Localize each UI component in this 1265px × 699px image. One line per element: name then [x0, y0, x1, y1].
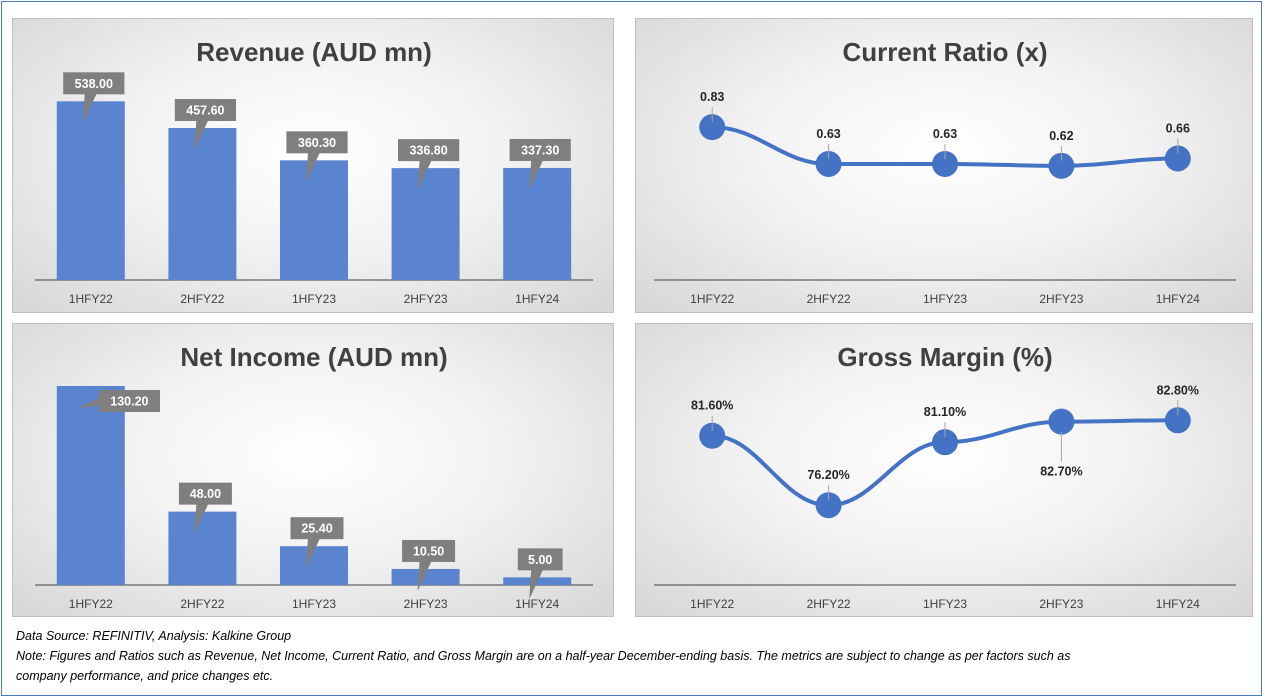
- gross-margin-point: [815, 492, 842, 519]
- data-source-text: Data Source: REFINITIV, Analysis: Kalkin…: [16, 629, 292, 643]
- net-income-label-box: [517, 548, 563, 571]
- gross-margin-point: [932, 429, 958, 456]
- note-text-line-2: company performance, and price changes e…: [16, 669, 274, 683]
- gross-margin-svg: Gross Margin (%) 1HFY22 2HFY22 1HFY23 2HFY23…: [654, 342, 1236, 611]
- gross-margin-tick-label: 1HFY23: [923, 597, 967, 611]
- net-income-data-label: 5.00: [528, 553, 552, 567]
- net-income-tick-label: 1HFY23: [292, 597, 336, 611]
- net-income-label-pointer: [194, 503, 209, 534]
- current-ratio-data-label: 0.83: [700, 90, 724, 104]
- gross-margin-point: [699, 422, 726, 449]
- revenue-tick-label: 1HFY24: [515, 292, 559, 306]
- current-ratio-point: [815, 150, 842, 177]
- current-ratio-point: [932, 150, 958, 177]
- net-income-label-box: [98, 390, 160, 412]
- gross-margin-data-label: 82.80%: [1157, 383, 1199, 397]
- current-ratio-tick-label: 1HFY24: [1156, 292, 1200, 306]
- current-ratio-tick-label: 2HFY22: [807, 292, 851, 306]
- revenue-data-label: 457.60: [186, 104, 224, 118]
- current-ratio-chart-panel: Current Ratio (x) 1HFY22 2HFY22 1HFY23 2HFY2…: [635, 18, 1253, 313]
- revenue-label-box: [174, 99, 236, 122]
- net-income-svg: Net Income (AUD mn) 1HFY22 2HFY22 1HFY23 2HF…: [35, 342, 593, 611]
- footer-notes: Data Source: REFINITIV, Analysis: Kalkin…: [16, 626, 1246, 686]
- gross-margin-chart-panel: Gross Margin (%) 1HFY22 2HFY22 1HFY23 2HFY23…: [635, 323, 1253, 617]
- gross-margin-point: [1048, 408, 1075, 435]
- net-income-label-pointer: [76, 398, 99, 408]
- current-ratio-point: [1048, 152, 1075, 179]
- revenue-tick-label: 2HFY22: [180, 292, 224, 306]
- gross-margin-data-label: 81.10%: [924, 405, 966, 419]
- current-ratio-point: [699, 114, 726, 141]
- revenue-tick-label: 2HFY23: [404, 292, 448, 306]
- revenue-data-label: 336.80: [409, 144, 447, 158]
- revenue-chart-panel: Revenue (AUD mn) 1HFY22 2HFY22 1HFY23 2HFY23…: [12, 18, 614, 313]
- revenue-tick-label: 1HFY23: [292, 292, 336, 306]
- gross-margin-title: Gross Margin (%): [837, 342, 1052, 372]
- current-ratio-data-label: 0.63: [816, 127, 840, 141]
- net-income-tick-label: 1HFY24: [515, 597, 559, 611]
- revenue-label-pointer: [529, 159, 544, 190]
- revenue-label-box: [63, 72, 125, 95]
- revenue-label-pointer: [306, 152, 320, 183]
- gross-margin-data-label: 81.60%: [691, 399, 733, 413]
- net-income-bar: [56, 386, 125, 585]
- gross-margin-tick-label: 2HFY23: [1039, 597, 1083, 611]
- gross-margin-tick-label: 1HFY24: [1156, 597, 1200, 611]
- revenue-label-box: [509, 138, 571, 161]
- gross-margin-tick-label: 1HFY22: [690, 597, 734, 611]
- revenue-bar: [391, 168, 460, 280]
- revenue-label-pointer: [417, 160, 432, 191]
- current-ratio-data-label: 0.63: [933, 127, 957, 141]
- net-income-data-label: 25.40: [301, 522, 332, 536]
- gross-margin-data-label: 76.20%: [807, 468, 849, 482]
- revenue-svg: Revenue (AUD mn) 1HFY22 2HFY22 1HFY23 2HFY23…: [35, 37, 593, 306]
- current-ratio-tick-label: 1HFY23: [923, 292, 967, 306]
- net-income-data-label: 10.50: [413, 544, 444, 558]
- net-income-label-box: [178, 482, 232, 505]
- net-income-bar: [391, 568, 460, 585]
- gross-margin-tick-label: 2HFY22: [807, 597, 851, 611]
- net-income-tick-label: 1HFY22: [69, 597, 113, 611]
- revenue-title: Revenue (AUD mn): [196, 37, 431, 67]
- net-income-tick-label: 2HFY23: [404, 597, 448, 611]
- net-income-data-label: 48.00: [190, 487, 221, 501]
- gross-margin-point: [1164, 407, 1191, 434]
- revenue-tick-label: 1HFY22: [69, 292, 113, 306]
- revenue-data-label: 337.30: [521, 143, 559, 157]
- net-income-bar: [168, 511, 237, 585]
- net-income-chart-panel: Net Income (AUD mn) 1HFY22 2HFY22 1HFY23 2HF…: [12, 323, 614, 617]
- current-ratio-tick-label: 2HFY23: [1039, 292, 1083, 306]
- current-ratio-title: Current Ratio (x): [842, 37, 1047, 67]
- revenue-data-label: 360.30: [298, 136, 336, 150]
- net-income-label-pointer: [529, 569, 544, 600]
- net-income-data-label: 130.20: [110, 395, 148, 409]
- current-ratio-data-label: 0.62: [1049, 129, 1073, 143]
- revenue-label-box: [286, 131, 348, 154]
- net-income-title: Net Income (AUD mn): [180, 342, 447, 372]
- revenue-bar: [168, 128, 237, 280]
- current-ratio-svg: Current Ratio (x) 1HFY22 2HFY22 1HFY23 2HFY2…: [654, 37, 1236, 306]
- gross-margin-data-label: 82.70%: [1040, 465, 1082, 479]
- current-ratio-data-label: 0.66: [1166, 121, 1190, 135]
- current-ratio-tick-label: 1HFY22: [690, 292, 734, 306]
- revenue-bar: [56, 101, 125, 280]
- revenue-data-label: 538.00: [75, 77, 113, 91]
- revenue-label-pointer: [194, 120, 209, 151]
- net-income-label-box: [402, 539, 456, 562]
- net-income-label-pointer: [417, 560, 432, 591]
- revenue-label-pointer: [82, 93, 97, 124]
- net-income-bar: [280, 546, 348, 585]
- current-ratio-point: [1164, 145, 1191, 172]
- note-text-line-1: Note: Figures and Ratios such as Revenue…: [16, 649, 1071, 663]
- revenue-bar: [280, 160, 348, 280]
- net-income-label-box: [290, 517, 344, 540]
- net-income-tick-label: 2HFY22: [180, 597, 224, 611]
- net-income-label-pointer: [306, 538, 320, 569]
- revenue-bar: [503, 167, 572, 280]
- revenue-label-box: [398, 139, 460, 162]
